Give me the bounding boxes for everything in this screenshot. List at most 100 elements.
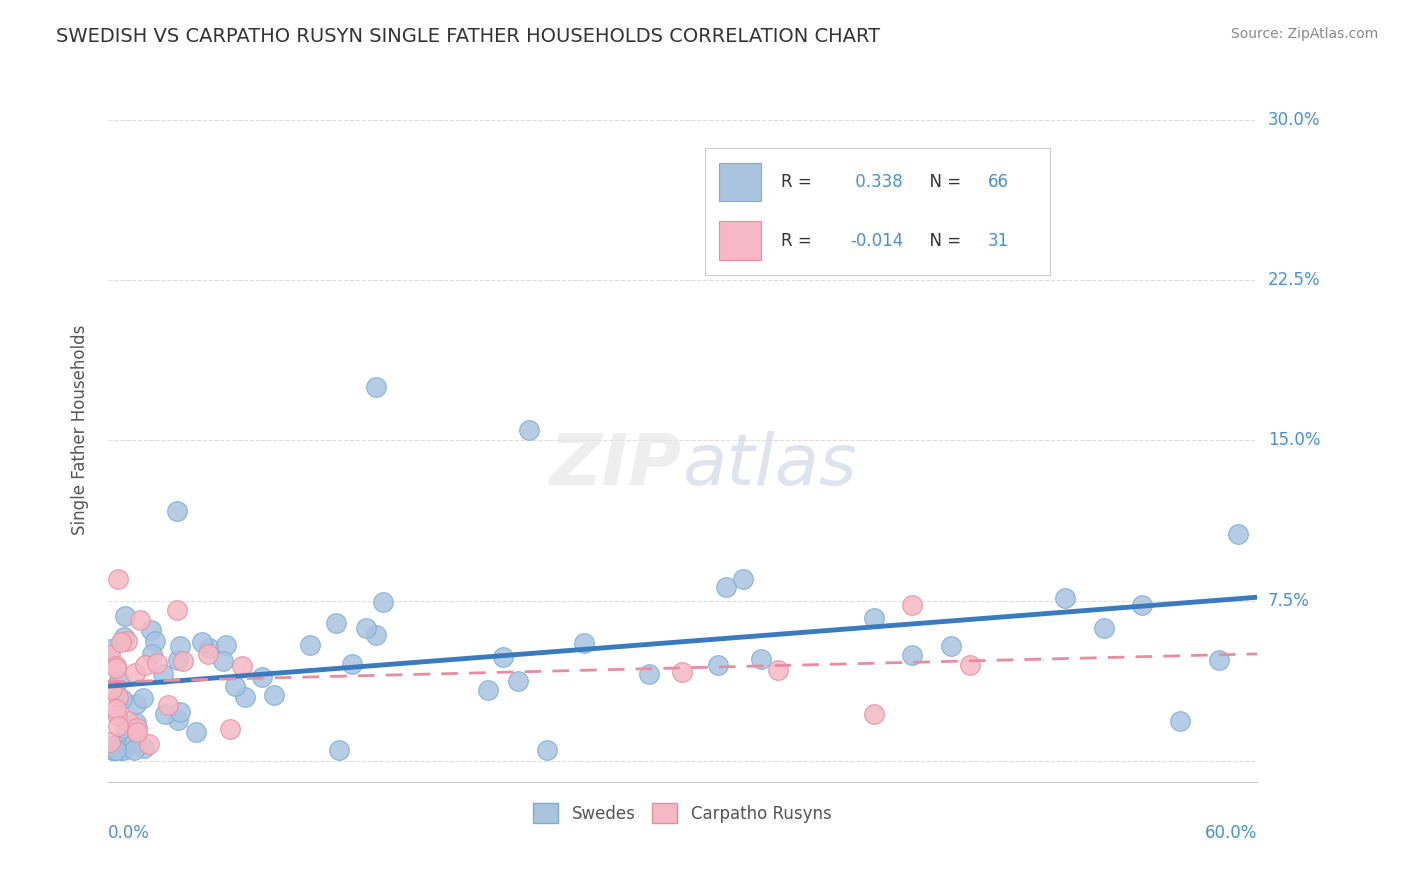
Point	[477, 682, 499, 697]
Point	[901, 648, 924, 662]
Point	[354, 621, 377, 635]
Point	[124, 665, 146, 680]
Point	[124, 743, 146, 757]
Point	[152, 667, 174, 681]
Point	[197, 647, 219, 661]
Point	[491, 649, 513, 664]
Point	[107, 572, 129, 586]
Legend: Swedes, Carpatho Rusyns: Swedes, Carpatho Rusyns	[527, 797, 838, 830]
Point	[98, 641, 121, 656]
Point	[166, 504, 188, 518]
Point	[186, 725, 208, 739]
Point	[768, 663, 790, 677]
Point	[115, 722, 138, 736]
Point	[98, 648, 121, 662]
Text: Source: ZipAtlas.com: Source: ZipAtlas.com	[1230, 27, 1378, 41]
Point	[517, 423, 540, 437]
Point	[959, 657, 981, 672]
Point	[107, 690, 129, 704]
Point	[1130, 598, 1153, 612]
Point	[364, 380, 387, 394]
Point	[141, 624, 163, 638]
Point	[219, 723, 242, 737]
Point	[125, 722, 148, 736]
Point	[1054, 591, 1077, 605]
Point	[132, 691, 155, 706]
Text: 22.5%: 22.5%	[1268, 271, 1320, 289]
Point	[125, 716, 148, 731]
Point	[104, 660, 127, 674]
Text: 0.0%: 0.0%	[108, 824, 150, 842]
Point	[536, 743, 558, 757]
Point	[101, 743, 124, 757]
Text: ZIP: ZIP	[550, 431, 682, 500]
Y-axis label: Single Father Households: Single Father Households	[72, 325, 89, 535]
Point	[939, 640, 962, 654]
Point	[166, 603, 188, 617]
Point	[167, 713, 190, 727]
Text: 7.5%: 7.5%	[1268, 591, 1310, 609]
Point	[250, 671, 273, 685]
Point	[169, 640, 191, 654]
Text: 15.0%: 15.0%	[1268, 432, 1320, 450]
Point	[104, 743, 127, 757]
Point	[112, 630, 135, 644]
Point	[110, 635, 132, 649]
Text: 30.0%: 30.0%	[1268, 112, 1320, 129]
Text: SWEDISH VS CARPATHO RUSYN SINGLE FATHER HOUSEHOLDS CORRELATION CHART: SWEDISH VS CARPATHO RUSYN SINGLE FATHER …	[56, 27, 880, 45]
Point	[172, 654, 194, 668]
Point	[574, 636, 596, 650]
Point	[105, 707, 128, 722]
Point	[1226, 526, 1249, 541]
Point	[110, 736, 132, 750]
Point	[506, 674, 529, 689]
Point	[371, 595, 394, 609]
Point	[212, 654, 235, 668]
Point	[134, 657, 156, 672]
Point	[342, 657, 364, 671]
Point	[325, 616, 347, 631]
Point	[104, 658, 127, 673]
Point	[263, 688, 285, 702]
Point	[129, 613, 152, 627]
Point	[169, 706, 191, 720]
Point	[111, 691, 134, 706]
Point	[714, 580, 737, 594]
Point	[112, 743, 135, 757]
Point	[901, 598, 924, 612]
Point	[100, 739, 122, 753]
Point	[749, 652, 772, 666]
Point	[101, 682, 124, 697]
Point	[1170, 714, 1192, 728]
Point	[104, 702, 127, 716]
Point	[167, 653, 190, 667]
Point	[125, 697, 148, 711]
Point	[215, 638, 238, 652]
Point	[117, 633, 139, 648]
Point	[298, 638, 321, 652]
Point	[145, 656, 167, 670]
Point	[733, 572, 755, 586]
Point	[863, 707, 886, 722]
Point	[1208, 653, 1230, 667]
Point	[110, 743, 132, 757]
Point	[707, 657, 730, 672]
Point	[191, 635, 214, 649]
Point	[108, 673, 131, 687]
Point	[863, 611, 886, 625]
Point	[153, 707, 176, 722]
Text: 60.0%: 60.0%	[1205, 824, 1257, 842]
Point	[107, 719, 129, 733]
Point	[138, 738, 160, 752]
Point	[143, 634, 166, 648]
Point	[638, 667, 661, 681]
Point	[156, 698, 179, 712]
Point	[671, 665, 693, 679]
Point	[124, 735, 146, 749]
Point	[366, 628, 388, 642]
Point	[198, 640, 221, 655]
Point	[101, 743, 124, 757]
Point	[328, 743, 350, 757]
Point	[98, 734, 121, 748]
Point	[114, 608, 136, 623]
